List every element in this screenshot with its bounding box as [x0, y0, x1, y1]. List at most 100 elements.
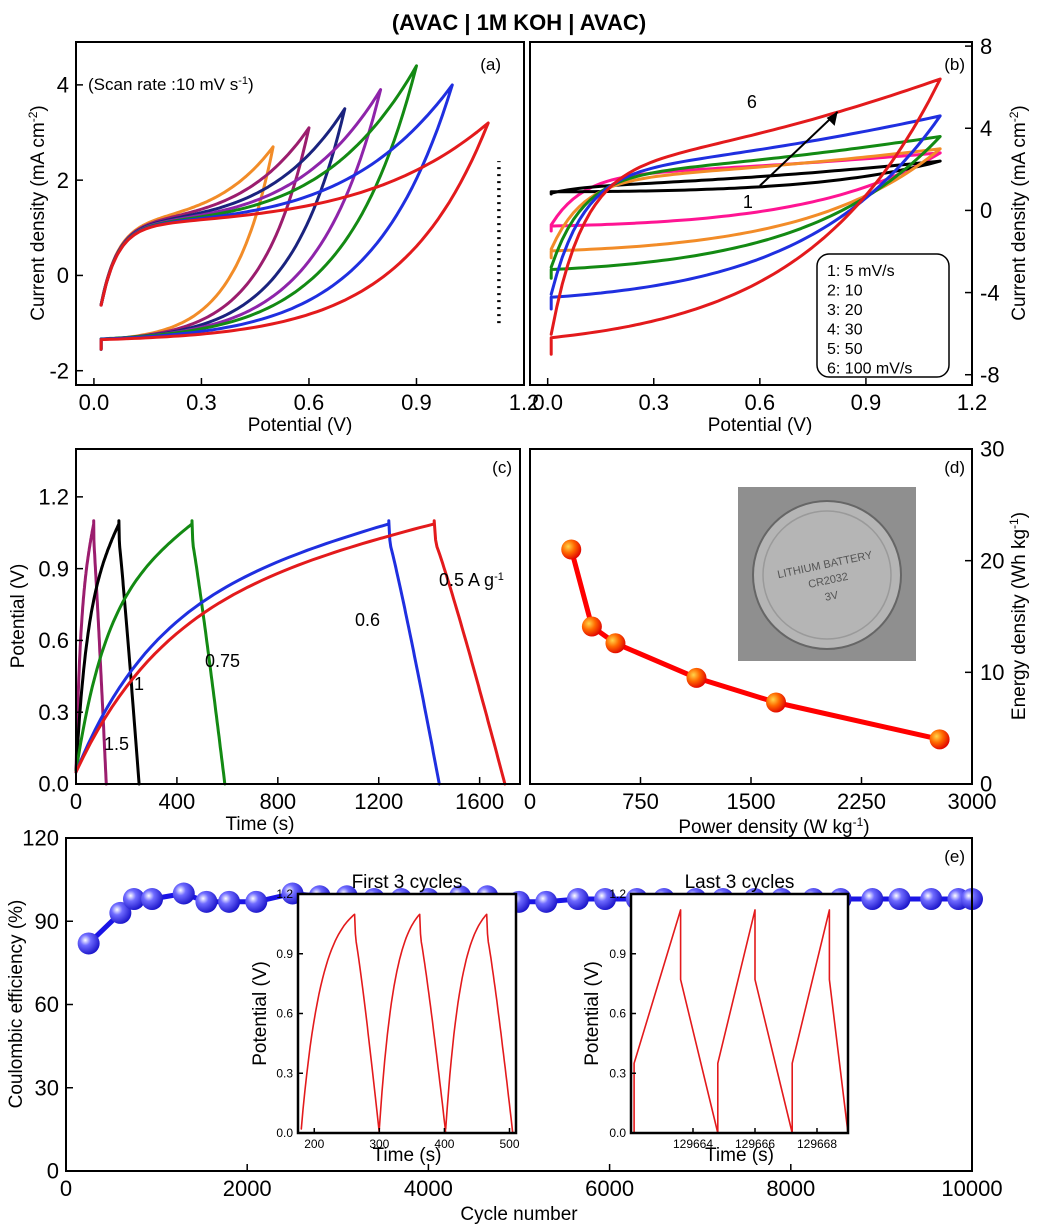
x-tick-label: 400 [434, 1137, 454, 1151]
x-axis-label-sup: -1 [853, 815, 864, 829]
x-tick-label: 200 [304, 1137, 324, 1151]
figure-title: (AVAC | 1M KOH | AVAC) [392, 10, 646, 35]
y-tick-label: 0 [47, 1159, 59, 1184]
x-tick-label: 1.2 [957, 390, 988, 415]
y-tick-label: 0.0 [38, 772, 69, 797]
cv-curve [549, 77, 942, 356]
inset-title: First 3 cycles [352, 872, 463, 893]
y-tick-label: 1.2 [276, 887, 293, 901]
cv-curve [549, 135, 942, 280]
gcd-curve [74, 519, 227, 786]
y-tick-label: 1.2 [609, 887, 626, 901]
y-axis-label: Coulombic efficiency (%) [6, 900, 27, 1109]
data-point [888, 888, 911, 911]
data-point [218, 890, 241, 913]
data-point [594, 888, 617, 911]
x-tick-label: 300 [369, 1137, 389, 1151]
axes-frame [529, 41, 973, 386]
x-tick-label: 0.6 [745, 390, 776, 415]
x-tick-label: 0 [524, 789, 536, 814]
x-tick-label: 0 [60, 1176, 72, 1201]
inset-bg [298, 894, 516, 1133]
y-tick-label: 20 [980, 548, 1004, 573]
y-tick-label: 10 [980, 660, 1004, 685]
x-tick-label: 2000 [223, 1176, 272, 1201]
y-axis-label-main: Current density (mA cm [1009, 122, 1030, 321]
y-tick-label: 0.3 [38, 700, 69, 725]
cv-curve [549, 114, 942, 311]
x-tick-label: 1200 [354, 789, 403, 814]
cv-curve [99, 145, 275, 351]
x-tick-label: 3000 [948, 789, 997, 814]
coin-cell [752, 500, 902, 650]
cv-curve [99, 121, 490, 351]
y-axis-label-sup: -1 [1007, 518, 1021, 529]
x-axis-label: Potential (V) [708, 415, 813, 436]
y-tick-label: 0 [980, 772, 992, 797]
x-axis-label-tail: ) [863, 817, 869, 838]
arrow-line [759, 111, 839, 187]
arrow-label-end: 6 [747, 92, 757, 112]
data-point [861, 888, 884, 911]
x-axis-label: Potential (V) [248, 415, 353, 436]
x-axis-label: Power density (W kg-1) [678, 815, 869, 838]
x-axis-label: Cycle number [460, 1204, 578, 1225]
y-axis-label-tail: ) [1009, 105, 1030, 111]
x-tick-label: 10000 [941, 1176, 1002, 1201]
data-point [195, 890, 218, 913]
x-tick-label: 750 [622, 789, 659, 814]
series-label: 0.5 A g-1 [439, 570, 504, 590]
data-point [686, 667, 707, 688]
panel-label: (e) [944, 847, 965, 866]
data-point [245, 890, 268, 913]
y-axis-label: Current density (mA cm-2) [1007, 105, 1030, 321]
y-tick-label: 0.6 [609, 1007, 626, 1021]
x-tick-label: 129664 [673, 1137, 713, 1151]
data-point [566, 888, 589, 911]
y-tick-label: 0.9 [609, 947, 626, 961]
scan-rate-annotation-tail: ) [248, 75, 254, 94]
legend-entry: 2: 10 [827, 283, 863, 300]
x-tick-label: 0.0 [79, 390, 110, 415]
x-tick-label: 8000 [766, 1176, 815, 1201]
gcd-curve [74, 519, 108, 786]
y-tick-label: 8 [980, 34, 992, 59]
y-tick-label: -4 [980, 280, 1000, 305]
y-tick-label: 4 [980, 116, 992, 141]
x-tick-label: 0.9 [851, 390, 882, 415]
y-tick-label: 0.6 [38, 628, 69, 653]
y-tick-label: 0 [980, 198, 992, 223]
data-point [581, 616, 602, 637]
y-tick-label: 0.0 [609, 1126, 626, 1140]
series-label: 0.6 [355, 610, 380, 630]
cv-curve [99, 83, 454, 351]
y-axis-label-sup: -2 [26, 111, 40, 122]
inset-curve [717, 909, 793, 1134]
inset-curve [300, 913, 381, 1134]
panel-label: (b) [944, 55, 965, 74]
y-axis-label-sup: -2 [1007, 111, 1021, 122]
legend-entry: 3: 20 [827, 302, 863, 319]
arrow-label-start: 1 [743, 192, 753, 212]
y-axis-label-main: Energy density (Wh kg [1009, 529, 1030, 720]
x-tick-label: 400 [159, 789, 196, 814]
cv-curve [549, 147, 942, 260]
axes-frame [75, 41, 525, 386]
series-label: 0.75 [205, 651, 240, 671]
gcd-curve [74, 519, 441, 786]
x-tick-label: 0.9 [401, 390, 432, 415]
legend-entry: 6: 100 mV/s [827, 361, 912, 378]
legend-entry: 4: 30 [827, 322, 863, 339]
x-tick-label: 2250 [837, 789, 886, 814]
y-axis-label-tail: ) [28, 105, 49, 111]
inset-title: Last 3 cycles [685, 872, 795, 893]
inset-y-axis-label: Potential (V) [582, 961, 603, 1066]
scan-rate-annotation-main: (Scan rate :10 mV s [88, 75, 238, 94]
x-tick-label: 1500 [727, 789, 776, 814]
x-tick-label: 6000 [585, 1176, 634, 1201]
x-tick-label: 0.0 [532, 390, 563, 415]
y-tick-label: 90 [35, 909, 59, 934]
panel-label: (c) [492, 458, 512, 477]
gcd-curve [74, 519, 141, 786]
legend-entry: 1: 5 mV/s [827, 263, 895, 280]
